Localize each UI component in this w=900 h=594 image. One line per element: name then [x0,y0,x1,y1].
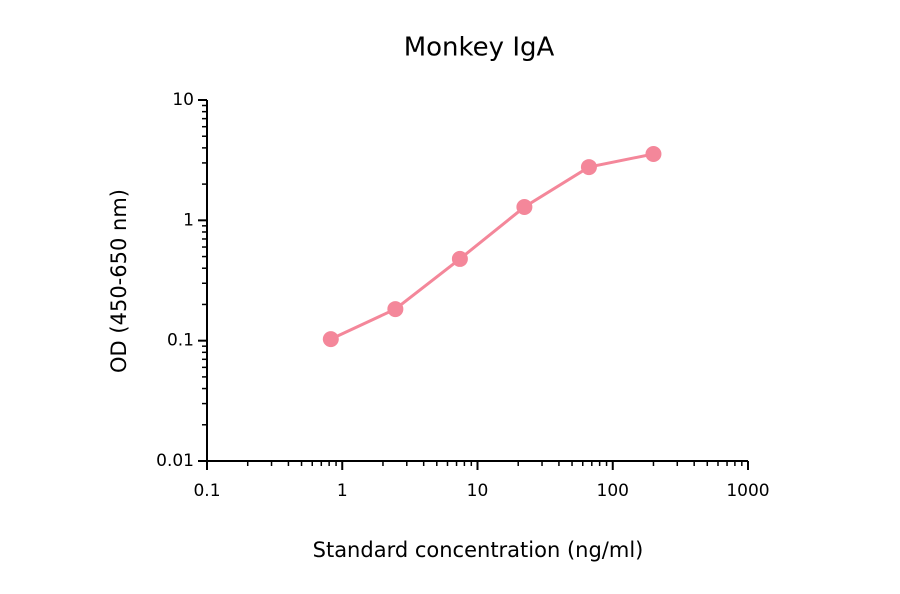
y-tick-label: 0.1 [167,331,194,351]
data-point [580,159,597,176]
x-tick-label: 1 [337,481,348,501]
y-tick-label: 10 [172,90,194,110]
data-point [516,199,533,216]
y-tick-label: 1 [183,210,194,230]
data-point [645,145,662,162]
chart-title: Monkey IgA [404,33,555,63]
data-point [322,331,339,348]
data-point [451,250,468,267]
y-tick-label: 0.01 [156,451,194,471]
series-line [330,152,654,341]
data-point [387,301,404,318]
x-axis-label: Standard concentration (ng/ml) [313,538,644,562]
x-tick-label: 100 [597,481,629,501]
x-tick-label: 1000 [726,481,769,501]
x-tick-label: 0.1 [193,481,220,501]
x-tick-label: 10 [467,481,489,501]
y-axis-label: OD (450-650 nm) [107,189,131,373]
